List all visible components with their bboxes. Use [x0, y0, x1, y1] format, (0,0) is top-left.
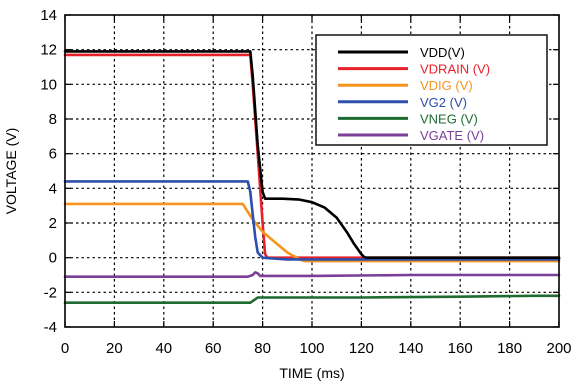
x-tick-label: 140 [398, 340, 423, 357]
legend-label: VG2 (V) [420, 95, 467, 110]
y-tick-label: 0 [49, 250, 57, 267]
y-tick-label: 12 [40, 42, 57, 59]
x-tick-label: 160 [448, 340, 473, 357]
x-tick-label: 60 [205, 340, 222, 357]
y-tick-label: -2 [44, 284, 57, 301]
x-tick-label: 200 [546, 340, 571, 357]
legend-label: VGATE (V) [420, 128, 484, 143]
legend-label: VDRAIN (V) [420, 62, 490, 77]
y-tick-label: -4 [44, 319, 57, 336]
x-tick-label: 40 [155, 340, 172, 357]
legend-label: VDD(V) [420, 45, 465, 60]
y-tick-label: 8 [49, 111, 57, 128]
y-tick-label: 6 [49, 146, 57, 163]
legend-label: VNEG (V) [420, 111, 478, 126]
y-tick-label: 10 [40, 76, 57, 93]
y-tick-label: 2 [49, 215, 57, 232]
y-tick-label: 14 [40, 7, 57, 24]
legend-label: VDIG (V) [420, 78, 473, 93]
x-tick-label: 20 [106, 340, 123, 357]
y-axis-label: VOLTAGE (V) [3, 128, 19, 215]
x-tick-label: 0 [61, 340, 69, 357]
x-axis-label: TIME (ms) [279, 365, 344, 381]
y-tick-label: 4 [49, 180, 57, 197]
x-tick-label: 120 [349, 340, 374, 357]
legend: VDD(V) VDRAIN (V)VDIG (V) VG2 (V)VNEG (V) V… [316, 35, 547, 145]
x-tick-label: 80 [254, 340, 271, 357]
x-tick-label: 100 [299, 340, 324, 357]
x-tick-label: 180 [497, 340, 522, 357]
